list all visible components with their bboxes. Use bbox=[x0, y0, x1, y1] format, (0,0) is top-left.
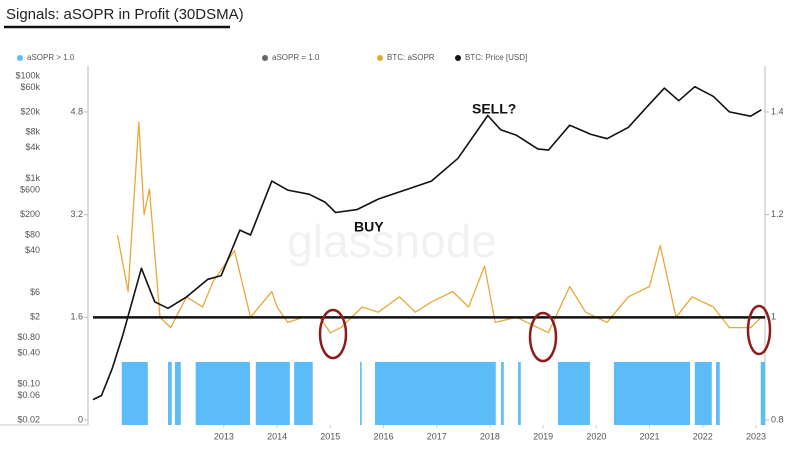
y-tick-label: $8k bbox=[25, 127, 40, 137]
signal-band bbox=[168, 362, 172, 425]
signal-band bbox=[174, 362, 181, 425]
signal-band bbox=[255, 362, 290, 425]
signal-band bbox=[374, 362, 496, 425]
y3-tick-label: 4.8 bbox=[70, 106, 83, 116]
x-tick-label: 2021 bbox=[640, 431, 660, 441]
x-tick-label: 2015 bbox=[320, 431, 340, 441]
x-tick-label: 2017 bbox=[427, 431, 447, 441]
y3-tick-label: 3.2 bbox=[70, 209, 83, 219]
signal-band bbox=[294, 362, 313, 425]
x-tick-label: 2016 bbox=[373, 431, 393, 441]
chart-title: Signals: aSOPR in Profit (30DSMA) bbox=[6, 6, 244, 23]
y-tick-label: $0.80 bbox=[17, 332, 40, 342]
x-tick-label: 2018 bbox=[480, 431, 500, 441]
signal-band bbox=[121, 362, 148, 425]
y-tick-label: $20k bbox=[20, 106, 40, 116]
signal-band bbox=[501, 362, 504, 425]
highlight-circle bbox=[746, 304, 772, 356]
signal-band bbox=[694, 362, 712, 425]
y2-tick-label: 1.2 bbox=[771, 209, 784, 219]
legend-label: BTC: Price [USD] bbox=[465, 53, 527, 62]
x-tick-label: 2014 bbox=[267, 431, 287, 441]
y-tick-label: $0.10 bbox=[17, 378, 40, 388]
y-tick-label: $200 bbox=[20, 209, 40, 219]
y-tick-label: $2 bbox=[30, 312, 40, 322]
signal-band bbox=[716, 362, 720, 425]
series-line bbox=[92, 85, 762, 401]
highlight-circle bbox=[318, 308, 348, 360]
signal-band bbox=[613, 362, 690, 425]
plot: $100k $60k $20k $8k $4k $1k$600 $200 $80 $40 $6 $2… bbox=[15, 70, 784, 441]
y-tick-label: $0.40 bbox=[17, 348, 40, 358]
legend-label: aSOPR > 1.0 bbox=[27, 53, 75, 62]
y3-tick-label: 1.6 bbox=[70, 312, 83, 322]
legend-swatch bbox=[17, 55, 23, 61]
x-tick-label: 2013 bbox=[214, 431, 234, 441]
signal-band bbox=[360, 362, 362, 425]
y-tick-label: $6 bbox=[30, 287, 40, 297]
y-tick-label: $80 bbox=[25, 229, 40, 239]
annotation: SELL? bbox=[472, 101, 516, 117]
annotation: BUY bbox=[354, 219, 384, 235]
y3-tick-label: 0 bbox=[78, 414, 83, 424]
y-tick-label: $1k bbox=[25, 173, 40, 183]
legend-label: BTC: aSOPR bbox=[387, 53, 435, 62]
y-tick-label: $4k bbox=[25, 142, 40, 152]
y-tick-label: $60k bbox=[20, 82, 40, 92]
y-tick-label: $600 bbox=[20, 184, 40, 194]
y-tick-label: $0.02 bbox=[17, 414, 40, 424]
x-tick-label: 2023 bbox=[746, 431, 766, 441]
signal-band bbox=[195, 362, 250, 425]
x-tick-label: 2020 bbox=[586, 431, 606, 441]
signal-band bbox=[518, 362, 521, 425]
legend-swatch bbox=[455, 55, 461, 61]
legend-swatch bbox=[262, 55, 268, 61]
signal-band bbox=[760, 362, 765, 425]
legend-label: aSOPR = 1.0 bbox=[272, 53, 320, 62]
signal-band bbox=[558, 362, 590, 425]
y2-tick-label: 0.8 bbox=[771, 414, 784, 424]
x-tick-label: 2022 bbox=[693, 431, 713, 441]
y-tick-label: $40 bbox=[25, 245, 40, 255]
y-tick-label: $100k bbox=[15, 70, 40, 80]
watermark: glassnode bbox=[287, 215, 497, 267]
y2-tick-label: 1 bbox=[771, 312, 776, 322]
legend-swatch bbox=[377, 55, 383, 61]
highlight-circle bbox=[528, 311, 558, 363]
x-tick-label: 2019 bbox=[533, 431, 553, 441]
y2-tick-label: 1.4 bbox=[771, 106, 784, 116]
y-tick-label: $0.06 bbox=[17, 390, 40, 400]
